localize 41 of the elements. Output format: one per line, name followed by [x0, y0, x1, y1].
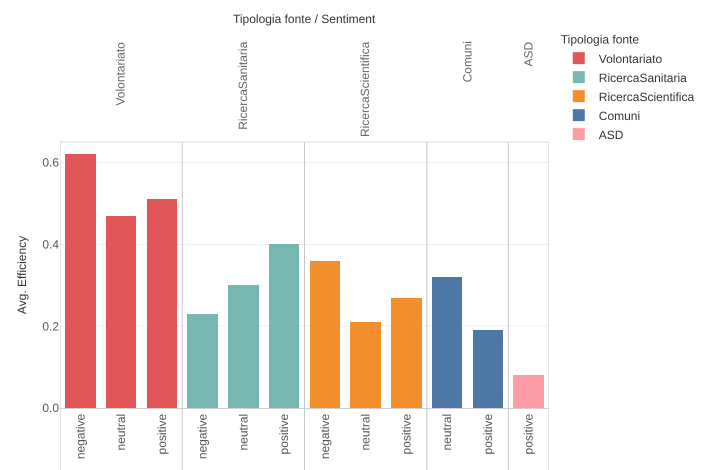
x-tick-label: negative: [318, 413, 332, 460]
y-tick-label: 0.6: [42, 156, 60, 170]
x-tick-label: neutral: [358, 414, 373, 451]
y-axis-title: Avg. Efficiency: [15, 236, 29, 314]
text: Comuni: [460, 41, 475, 82]
legend-label: Comuni: [598, 108, 640, 123]
bar: [147, 199, 177, 408]
x-tick-label: positive: [154, 413, 169, 454]
bar: [513, 375, 544, 408]
x-tick-label: negative: [73, 413, 88, 460]
bar: [432, 277, 462, 408]
y-tick-label: 0.2: [42, 319, 60, 334]
x-tick-label: negative: [196, 413, 210, 460]
legend-label: Volontariato: [598, 52, 662, 66]
bar: [391, 298, 422, 408]
bar: [473, 330, 503, 408]
y-tick-label: 0.4: [42, 238, 60, 252]
bar: [65, 154, 96, 408]
legend-label: RicercaSanitaria: [598, 70, 688, 85]
x-tick-label: neutral: [440, 414, 454, 451]
text: Volontariato: [114, 42, 128, 106]
legend-title: Tipologia fonte: [560, 32, 640, 47]
legend-label: ASD: [598, 128, 624, 142]
legend-label: RicercaScientifica: [598, 90, 694, 104]
text: RicercaScientifica: [358, 42, 372, 138]
x-tick-label: neutral: [236, 414, 250, 451]
bar: [310, 261, 340, 408]
bar: [350, 322, 381, 408]
bar: [228, 285, 259, 408]
bar: [187, 314, 218, 408]
text: ASD: [522, 42, 536, 67]
x-tick-label: positive: [480, 413, 495, 454]
y-tick-label: 0.0: [42, 401, 60, 416]
text: RicercaSanitaria: [236, 42, 250, 130]
x-tick-label: positive: [277, 413, 292, 454]
x-tick-label: positive: [399, 413, 414, 454]
bar: [106, 216, 136, 408]
x-tick-label: positive: [522, 413, 536, 454]
x-tick-label: neutral: [114, 414, 128, 451]
bar: [269, 244, 299, 408]
text: Tipologia fonte / Sentiment: [233, 12, 376, 26]
